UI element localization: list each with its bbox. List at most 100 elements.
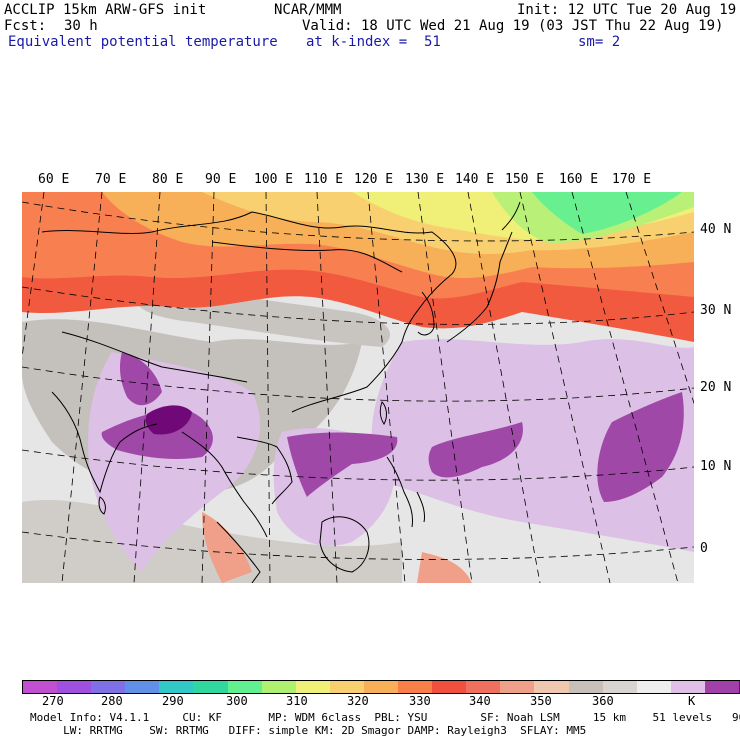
valid-time: Valid: 18 UTC Wed 21 Aug 19 (03 JST Thu … [302, 18, 724, 34]
lon-line [22, 192, 45, 361]
lon-label: 60 E [38, 172, 70, 187]
colorbar-label: 270 [42, 694, 64, 708]
colorbar-swatch [91, 681, 126, 693]
lon-label: 120 E [354, 172, 394, 187]
field-purple-region [428, 422, 523, 478]
lon-line [625, 192, 694, 405]
colorbar-swatch [193, 681, 228, 693]
colorbar-swatch [738, 681, 740, 693]
field-darkpurple-region [145, 405, 192, 435]
field-purple-region [119, 352, 162, 406]
coastline-borneo [319, 516, 370, 573]
init-time: Init: 12 UTC Tue 20 Aug 19 [517, 2, 737, 18]
lon-label: 160 E [559, 172, 599, 187]
field-salmon-spot [202, 512, 252, 583]
colorbar-swatch [57, 681, 92, 693]
lat-line [22, 366, 694, 402]
lon-label: 90 E [205, 172, 237, 187]
footer-model-info: Model Info: V4.1.1 CU: KF MP: WDM 6class… [30, 711, 740, 724]
lon-line [265, 192, 271, 583]
coastline-korea [417, 291, 435, 336]
lon-line [417, 192, 473, 583]
colorbar-swatch [295, 681, 330, 693]
level-index: at k-index = 51 [306, 34, 441, 50]
graticule [22, 192, 694, 583]
theta-e-field [22, 192, 694, 583]
map-panel [22, 192, 694, 583]
lon-label: 150 E [505, 172, 545, 187]
colorbar-swatch [363, 681, 399, 693]
colorbar-swatch [466, 681, 501, 693]
lat-label: 30 N [700, 303, 732, 318]
colorbar-swatch [568, 681, 603, 693]
forecast-hour: 30 h [64, 18, 98, 34]
colorbar-swatch [432, 681, 467, 693]
coastline-indochina [181, 431, 293, 538]
colorbar-swatch [125, 681, 160, 693]
colorbar-label: 320 [347, 694, 369, 708]
lon-label: 70 E [95, 172, 127, 187]
lon-line [201, 192, 215, 583]
lon-line [571, 192, 679, 583]
coastlines [41, 201, 521, 583]
colorbar-label: 310 [286, 694, 308, 708]
footer-physics-info: LW: RRTMG SW: RRTMG DIFF: simple KM: 2D … [30, 724, 587, 737]
coastline-philippines [386, 456, 425, 528]
lon-label: 140 E [455, 172, 495, 187]
colorbar-label: 350 [530, 694, 552, 708]
colorbar-swatch [636, 681, 671, 693]
coastline-china [291, 273, 453, 413]
lat-line [22, 449, 694, 481]
colorbar-swatch [670, 681, 705, 693]
colorbar-swatch [500, 681, 535, 693]
lon-label: 100 E [254, 172, 294, 187]
model-title: ACCLIP 15km ARW-GFS init [4, 2, 207, 18]
lon-label: 110 E [304, 172, 344, 187]
coastline-india [51, 391, 158, 494]
field-green-region [532, 192, 682, 234]
lon-label: 80 E [152, 172, 184, 187]
lon-line [519, 192, 611, 583]
lat-label: 10 N [700, 459, 732, 474]
colorbar-unit: K [688, 694, 696, 708]
colorbar-swatch [159, 681, 194, 693]
lat-label: 40 N [700, 222, 732, 237]
colorbar-label: 280 [101, 694, 123, 708]
coastline-sumatra [216, 521, 261, 583]
colorbar-label: 290 [162, 694, 184, 708]
field-lightpurple-region [88, 352, 261, 572]
lon-line [61, 192, 103, 583]
colorbar-swatch [602, 681, 637, 693]
border-mongolia [211, 241, 403, 273]
colorbar-label: 340 [469, 694, 491, 708]
forecast-label: Fcst: [4, 18, 47, 34]
colorbar-swatch [704, 681, 739, 693]
lon-label: 130 E [405, 172, 445, 187]
field-name: Equivalent potential temperature [8, 34, 278, 50]
org-label: NCAR/MMM [274, 2, 342, 18]
colorbar-label: 360 [592, 694, 614, 708]
smoothing-value: sm= 2 [578, 34, 621, 50]
lat-label: 20 N [700, 380, 732, 395]
field-purple-region [597, 392, 684, 502]
colorbar-label: 300 [226, 694, 248, 708]
colorbar-swatch [534, 681, 569, 693]
colorbar-swatch [261, 681, 296, 693]
colorbar [22, 680, 740, 694]
lat-line [22, 201, 694, 242]
coastline-srilanka [98, 496, 106, 515]
colorbar-swatch [227, 681, 262, 693]
lat-line [22, 531, 694, 560]
lon-label: 170 E [612, 172, 652, 187]
field-purple-region [287, 432, 398, 497]
border-himalaya [61, 331, 248, 383]
colorbar-label: 330 [409, 694, 431, 708]
lat-label: 0 [700, 541, 708, 556]
coastline-taiwan [379, 401, 387, 425]
border-central-asia [41, 211, 457, 275]
coastline-japan [446, 201, 521, 343]
colorbar-swatch [398, 681, 433, 693]
colorbar-swatch [23, 681, 58, 693]
lon-line [467, 192, 541, 583]
lon-line [133, 192, 161, 583]
